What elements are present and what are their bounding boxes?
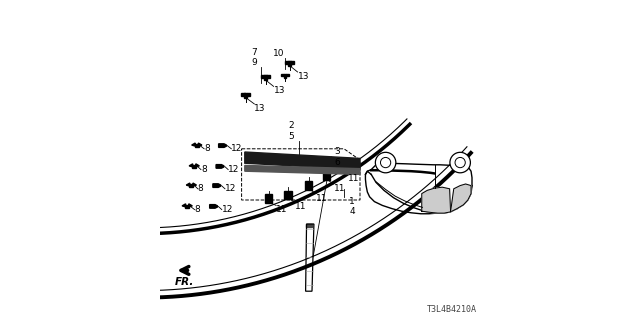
Polygon shape [195,144,199,147]
Polygon shape [285,74,289,76]
Polygon shape [284,74,286,78]
Text: 11: 11 [334,184,345,193]
Polygon shape [264,76,267,80]
Polygon shape [185,205,189,208]
Polygon shape [323,172,330,180]
Polygon shape [246,93,250,96]
Polygon shape [281,74,284,76]
Circle shape [450,152,470,173]
Polygon shape [306,224,312,227]
Polygon shape [266,76,270,78]
Text: FR.: FR. [174,277,194,287]
Polygon shape [244,93,247,98]
Polygon shape [337,162,344,171]
Polygon shape [261,76,265,78]
Polygon shape [186,183,190,186]
Polygon shape [193,183,196,186]
Polygon shape [192,165,196,168]
Text: T3L4B4210A: T3L4B4210A [427,305,477,314]
Text: 11: 11 [348,174,360,183]
Polygon shape [285,190,292,199]
Polygon shape [288,61,291,66]
Text: 13: 13 [254,104,266,113]
Circle shape [380,157,390,168]
Polygon shape [422,187,451,213]
Text: 10: 10 [273,49,284,58]
Polygon shape [210,204,218,208]
Text: 8: 8 [198,184,204,193]
Text: 1
4: 1 4 [349,197,355,216]
Text: 12: 12 [222,205,233,214]
Polygon shape [189,164,193,167]
Text: 8: 8 [195,205,200,214]
Circle shape [455,157,465,168]
Text: 8: 8 [204,144,210,153]
Polygon shape [216,164,224,168]
Polygon shape [241,93,245,96]
Polygon shape [245,152,360,170]
Text: 2
5: 2 5 [289,121,294,141]
Text: 13: 13 [274,86,285,95]
Polygon shape [189,204,192,207]
Polygon shape [291,61,294,64]
Polygon shape [245,165,360,174]
Text: 3
6: 3 6 [334,147,340,166]
Text: 8: 8 [201,165,207,174]
Text: 11: 11 [276,205,287,214]
Polygon shape [265,195,273,203]
Polygon shape [213,184,220,188]
Text: 13: 13 [298,72,309,81]
Text: 12: 12 [228,165,239,174]
Text: 11: 11 [316,194,328,203]
Circle shape [375,152,396,173]
Text: 7
9: 7 9 [252,48,257,67]
Polygon shape [219,144,227,148]
Polygon shape [285,61,289,64]
Polygon shape [198,143,202,146]
Polygon shape [305,181,312,190]
Polygon shape [196,164,200,167]
Text: 12: 12 [232,144,243,153]
Polygon shape [182,204,186,207]
Polygon shape [192,143,195,146]
Text: 11: 11 [296,202,307,211]
Polygon shape [451,184,471,212]
Polygon shape [189,184,193,187]
Text: 12: 12 [225,184,236,193]
